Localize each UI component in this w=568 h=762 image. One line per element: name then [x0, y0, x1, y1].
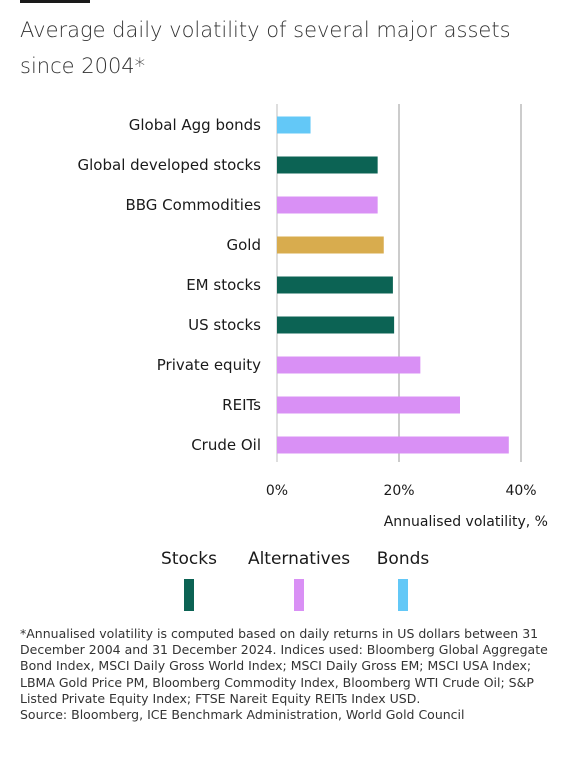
- category-label: US stocks: [188, 316, 261, 334]
- legend-swatch-stocks: [184, 579, 194, 611]
- x-axis-label: Annualised volatility, %: [383, 514, 548, 530]
- x-tick-label: 0%: [266, 483, 288, 499]
- legend-label-bonds: Bonds: [376, 549, 430, 569]
- bar: [277, 396, 460, 414]
- bar: [277, 196, 378, 214]
- category-label: REITs: [222, 396, 261, 414]
- legend-item-alternatives: Alternatives: [244, 549, 354, 611]
- footnote-source: Source: Bloomberg, ICE Benchmark Adminis…: [20, 707, 465, 723]
- chart-title: Average daily volatility of several majo…: [20, 18, 511, 78]
- legend-swatch-bonds: [398, 579, 408, 611]
- category-label: Gold: [227, 236, 262, 254]
- footnote-text: *Annualised volatility is computed based…: [20, 626, 548, 706]
- bar: [277, 116, 311, 134]
- legend-item-bonds: Bonds: [370, 549, 436, 611]
- category-label: EM stocks: [186, 276, 261, 294]
- x-tick-label: 20%: [383, 483, 414, 499]
- bar: [277, 436, 509, 454]
- category-label: BBG Commodities: [125, 196, 261, 214]
- top-rule: [20, 0, 90, 3]
- legend-item-stocks: Stocks: [155, 549, 223, 611]
- x-tick-label: 40%: [505, 483, 536, 499]
- bar: [277, 276, 393, 294]
- category-label: Private equity: [157, 356, 261, 374]
- bar: [277, 356, 421, 374]
- bar: [277, 156, 378, 174]
- footnote: *Annualised volatility is computed based…: [20, 626, 550, 723]
- bar: [277, 316, 395, 334]
- category-label: Crude Oil: [191, 436, 261, 454]
- legend-label-stocks: Stocks: [161, 549, 217, 569]
- bar-chart: 0% 20% 40% Global Agg bonds Global developed…: [78, 104, 537, 499]
- legend-label-alternatives: Alternatives: [247, 549, 351, 569]
- category-label: Global Agg bonds: [129, 116, 261, 134]
- legend-swatch-alternatives: [294, 579, 304, 611]
- category-label: Global developed stocks: [78, 156, 262, 174]
- bar: [277, 236, 384, 254]
